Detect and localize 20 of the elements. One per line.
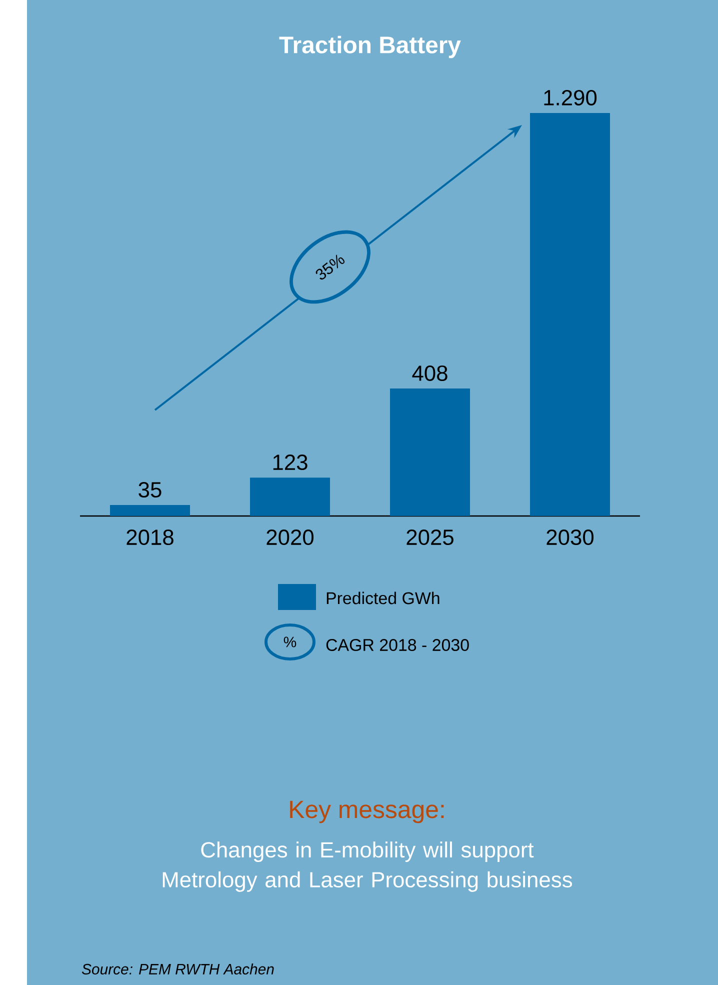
- bar: [390, 388, 470, 516]
- source-note: Source: PEM RWTH Aachen: [82, 964, 274, 974]
- bar: [250, 478, 330, 516]
- x-tick-label: 2025: [406, 530, 454, 546]
- text: CAGR 2018 - 2030: [326, 638, 469, 651]
- data-label: 123: [273, 454, 308, 470]
- data-label: 1.290: [544, 90, 597, 106]
- legend-label: Predicted GWh: [326, 592, 440, 604]
- x-tick-label: 2018: [126, 530, 174, 546]
- annotation: 35%: [316, 254, 345, 280]
- bar: [530, 112, 610, 516]
- chart-title: Traction Battery: [279, 36, 461, 58]
- text: Key message:: [290, 800, 444, 824]
- bar: [110, 505, 190, 516]
- data-label: 35: [138, 482, 162, 498]
- text: Changes in E-mobility will support Metrology and Laser Processing business: [162, 842, 572, 892]
- data-label: 408: [412, 365, 448, 382]
- text: %: [284, 636, 296, 648]
- x-tick-label: 2020: [266, 530, 314, 546]
- x-tick-label: 2030: [546, 530, 594, 546]
